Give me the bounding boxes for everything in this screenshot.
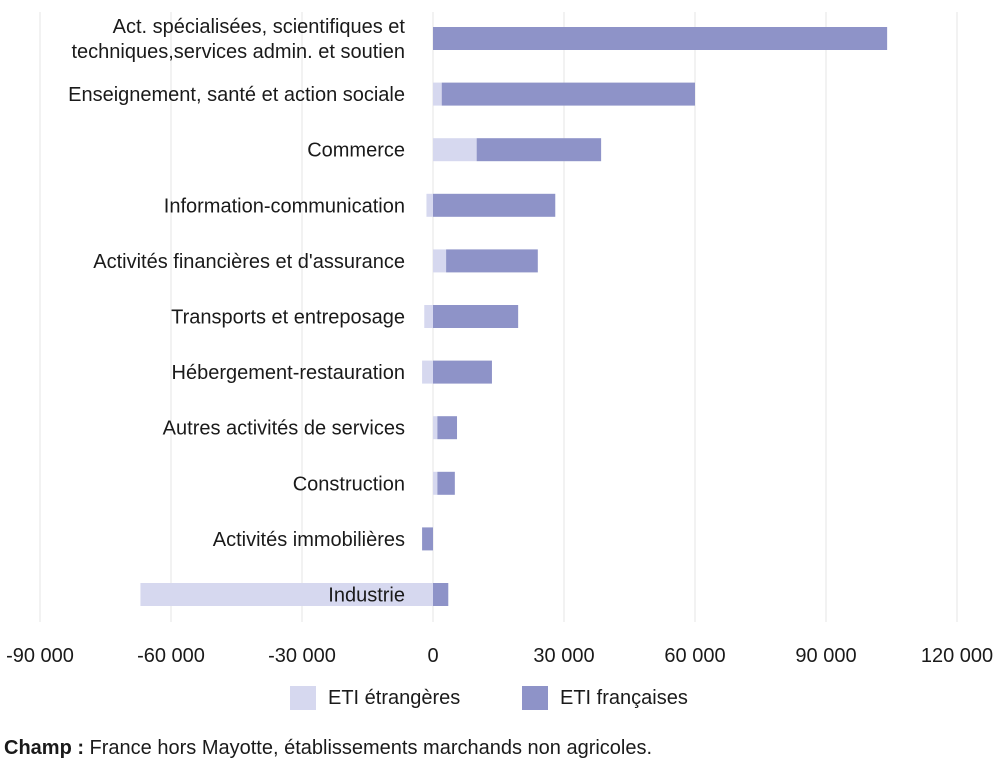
scope-note: Champ : France hors Mayotte, établisseme… — [4, 737, 652, 760]
bar-eti-etrangeres-enseignement-sante-et-action-sociale — [433, 82, 442, 106]
bar-eti-francaises-hebergement-restauration — [433, 360, 492, 384]
bar-eti-etrangeres-hebergement-restauration — [422, 360, 433, 384]
bar-eti-francaises-industrie — [433, 583, 449, 606]
legend-item-eti-francaises: ETI françaises — [522, 680, 688, 716]
bar-eti-francaises-construction — [437, 471, 455, 495]
gridlines — [39, 12, 958, 622]
category-label-information-communication: Information-communication — [164, 195, 405, 217]
x-tick-label: 120 000 — [921, 645, 993, 667]
x-tick-label: 0 — [427, 645, 438, 667]
category-label-construction: Construction — [293, 473, 405, 495]
bar-eti-francaises-enseignement-sante-et-action-sociale — [441, 82, 695, 106]
bar-eti-etrangeres-construction — [433, 471, 438, 495]
bars — [140, 27, 888, 606]
scope-note-text: France hors Mayotte, établissements marc… — [84, 737, 653, 759]
bar-eti-etrangeres-commerce — [433, 138, 477, 162]
legend-swatch-eti-etrangeres — [290, 686, 316, 710]
legend-swatch-eti-francaises — [522, 686, 548, 710]
legend: ETI étrangères ETI françaises — [0, 680, 1000, 716]
bar-eti-francaises-activites-immobilieres — [422, 527, 433, 551]
bar-eti-francaises-act-specialisees-scientifiques-et-techniques-services-admin-et-soutien — [433, 27, 888, 50]
x-tick-label: -30 000 — [268, 645, 336, 667]
bar-eti-francaises-autres-activites-de-services — [437, 416, 458, 440]
x-tick-label: 30 000 — [533, 645, 594, 667]
bar-chart: Act. spécialisées, scientifiques et techn… — [6, 12, 993, 667]
legend-label-eti-francaises: ETI françaises — [560, 686, 688, 709]
x-tick-label: 60 000 — [664, 645, 725, 667]
bar-eti-etrangeres-autres-activites-de-services — [433, 416, 438, 440]
bar-eti-francaises-information-communication — [433, 193, 556, 217]
x-axis-tick-labels: -90 000 -60 000 -30 000 0 30 000 60 000 90 000… — [6, 645, 993, 667]
bar-eti-francaises-activites-financieres-et-d-assurance — [446, 249, 538, 273]
legend-item-eti-etrangeres: ETI étrangères — [290, 680, 460, 716]
category-label-activites-immobilieres: Activités immobilières — [213, 529, 405, 551]
bar-eti-etrangeres-industrie — [140, 583, 433, 606]
category-label-act-specialisees-scientifiques-et-techniques-services-admin-et-soutien: Act. spécialisées, scientifiques et — [113, 16, 406, 38]
bar-eti-francaises-commerce — [476, 138, 602, 162]
category-label-enseignement-sante-et-action-sociale: Enseignement, santé et action sociale — [68, 84, 405, 106]
category-labels: Act. spécialisées, scientifiques et techn… — [68, 16, 405, 607]
bar-eti-francaises-transports-et-entreposage — [433, 305, 519, 328]
bar-eti-etrangeres-transports-et-entreposage — [424, 305, 433, 328]
category-label-autres-activites-de-services: Autres activités de services — [163, 418, 405, 440]
category-label-industrie: Industrie — [328, 585, 405, 607]
bar-eti-etrangeres-activites-financieres-et-d-assurance — [433, 249, 447, 273]
category-label-commerce: Commerce — [307, 140, 405, 162]
category-label-activites-financieres-et-d-assurance: Activités financières et d'assurance — [93, 251, 405, 273]
legend-label-eti-etrangeres: ETI étrangères — [328, 686, 461, 709]
bar-eti-etrangeres-information-communication — [426, 193, 433, 217]
x-tick-label: 90 000 — [795, 645, 856, 667]
x-tick-label: -60 000 — [137, 645, 205, 667]
category-label-act-specialisees-scientifiques-et-techniques-services-admin-et-soutien: techniques,services admin. et soutien — [71, 41, 405, 63]
category-label-hebergement-restauration: Hébergement-restauration — [172, 362, 405, 384]
scope-note-label: Champ : — [4, 737, 84, 759]
category-label-transports-et-entreposage: Transports et entreposage — [171, 307, 405, 329]
x-tick-label: -90 000 — [6, 645, 74, 667]
